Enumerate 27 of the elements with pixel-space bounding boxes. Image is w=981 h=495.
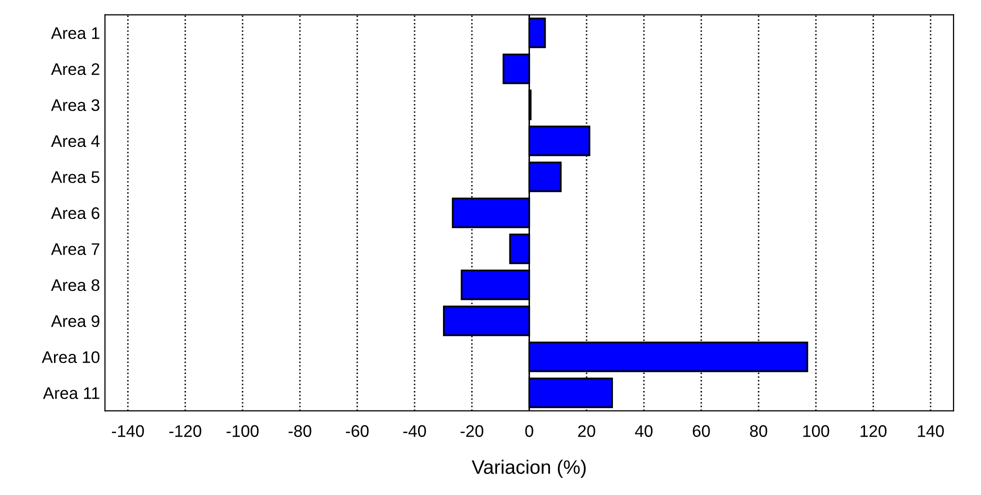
y-tick-label: Area 1 <box>51 27 100 40</box>
x-axis-title: Variacion (%) <box>472 460 586 478</box>
x-tick-label: -60 <box>346 425 369 437</box>
x-tick-label: 0 <box>525 425 534 437</box>
x-tick-label: 140 <box>918 425 944 437</box>
y-tick-label: Area 2 <box>51 63 100 76</box>
x-tick-label: -120 <box>169 425 202 437</box>
y-tick-label: Area 10 <box>42 351 100 364</box>
x-tick-label: -100 <box>226 425 259 437</box>
y-tick-label: Area 5 <box>51 171 100 184</box>
x-tick-label: -40 <box>403 425 426 437</box>
x-tick-label: -80 <box>288 425 312 437</box>
y-tick-label: Area 4 <box>51 135 100 148</box>
x-tick-label: 40 <box>635 425 653 437</box>
x-tick-label: 120 <box>860 425 887 437</box>
y-tick-label: Area 6 <box>51 207 100 220</box>
x-tick-label: 20 <box>578 425 596 437</box>
x-tick-label: 100 <box>803 425 830 437</box>
x-tick-label: 60 <box>692 425 710 437</box>
x-tick-label: 80 <box>750 425 768 437</box>
y-tick-label: Area 9 <box>51 315 100 328</box>
y-tick-label: Area 8 <box>51 279 100 292</box>
y-tick-label: Area 11 <box>43 387 100 400</box>
x-tick-label: -140 <box>112 425 144 437</box>
y-tick-label: Area 3 <box>51 99 100 112</box>
y-tick-label: Area 7 <box>51 243 100 256</box>
x-tick-label: -20 <box>460 425 484 437</box>
